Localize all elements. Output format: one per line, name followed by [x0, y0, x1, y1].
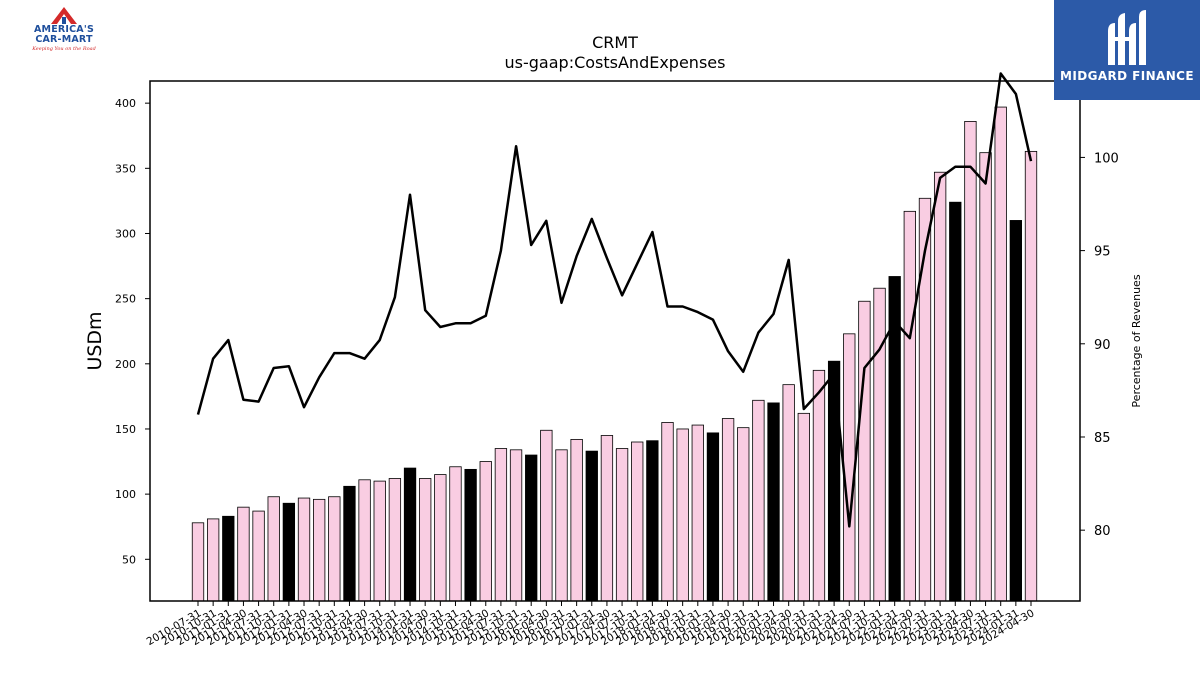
americas-car-mart-logo: AMERICA'S CAR-MART Keeping You on the Ro… [22, 6, 106, 58]
bar [691, 424, 704, 602]
y2-tick-label: 90 [1094, 338, 1111, 353]
chart-title: CRMT [592, 33, 638, 52]
bar [1009, 220, 1023, 602]
bar [782, 384, 795, 602]
bar [964, 121, 977, 602]
y-axis-label: USDm [84, 311, 106, 370]
y-tick-label: 150 [115, 423, 136, 436]
bar [464, 468, 477, 602]
y-tick-label: 100 [115, 488, 136, 501]
logo-tagline: Keeping You on the Road [32, 46, 96, 52]
bar [434, 474, 447, 602]
plot-frame [149, 80, 1081, 602]
bar [918, 197, 932, 602]
y-tick-label: 50 [122, 553, 136, 566]
bar [358, 479, 371, 602]
y2-tick-label: 80 [1094, 524, 1111, 539]
bar [721, 418, 735, 602]
logo-line-2: CAR-MART [35, 34, 93, 45]
y-tick-label: 200 [115, 358, 136, 371]
y-tick-label: 400 [115, 97, 136, 110]
y2-axis-label: Percentage of Revenues [1130, 274, 1143, 407]
bar [373, 480, 386, 602]
bar [615, 448, 629, 602]
bar [843, 333, 856, 602]
midgard-finance-logo: MIDGARD FINANCE [1054, 0, 1200, 100]
bar [873, 287, 886, 602]
right-axis-ticks: 80 85 90 95 100 [1080, 151, 1119, 539]
bar [933, 171, 947, 602]
y-tick-label: 300 [115, 227, 136, 240]
left-axis-ticks: 50 100 150 200 250 300 350 400 [115, 97, 150, 566]
bar [525, 454, 538, 602]
bar [570, 438, 583, 602]
bar [449, 466, 462, 602]
bar [222, 515, 235, 602]
bar [191, 522, 205, 602]
bar [328, 496, 341, 602]
y2-tick-label: 100 [1094, 151, 1119, 166]
bar [509, 449, 523, 602]
bar [419, 478, 432, 602]
bar [585, 450, 598, 602]
bar [267, 496, 280, 602]
bar [494, 448, 508, 602]
bar [676, 428, 689, 602]
bar [812, 369, 826, 602]
bar [600, 435, 614, 602]
y2-tick-label: 85 [1094, 431, 1111, 446]
bar [858, 300, 871, 602]
bar [797, 412, 810, 602]
bar [767, 402, 780, 602]
bar [403, 467, 417, 602]
bar [313, 498, 326, 602]
bar [206, 518, 220, 602]
bar [994, 106, 1007, 602]
bar [282, 502, 296, 602]
bar [388, 478, 402, 602]
bar [706, 432, 720, 602]
bar [979, 152, 992, 602]
logo-line-1: AMERICA'S [33, 24, 95, 35]
percentage-line-series [196, 72, 1033, 528]
bar-series [191, 106, 1038, 602]
midgard-monogram-icon [1108, 10, 1146, 65]
midgard-logo-text: MIDGARD FINANCE [1060, 69, 1194, 83]
bar [903, 210, 916, 602]
bar [827, 360, 841, 602]
bar [479, 461, 492, 602]
bar [343, 485, 356, 602]
bar [540, 429, 553, 602]
y-tick-label: 350 [115, 162, 136, 175]
bar [555, 449, 568, 602]
bar [752, 399, 765, 602]
x-axis-ticks: 2010-07-312010-10-312011-01-312011-04-30… [145, 601, 1037, 648]
bar [1024, 150, 1038, 602]
chart-subtitle: us-gaap:CostsAndExpenses [505, 53, 726, 72]
bar [737, 427, 750, 602]
bar [661, 422, 674, 602]
y2-tick-label: 95 [1094, 245, 1111, 260]
y-tick-label: 250 [115, 293, 136, 306]
car-mart-arrow-icon [51, 7, 77, 24]
bar [252, 510, 265, 602]
bar [237, 506, 250, 602]
bar [297, 497, 311, 602]
bar [631, 441, 644, 602]
bar [646, 440, 659, 602]
bar [949, 201, 962, 602]
